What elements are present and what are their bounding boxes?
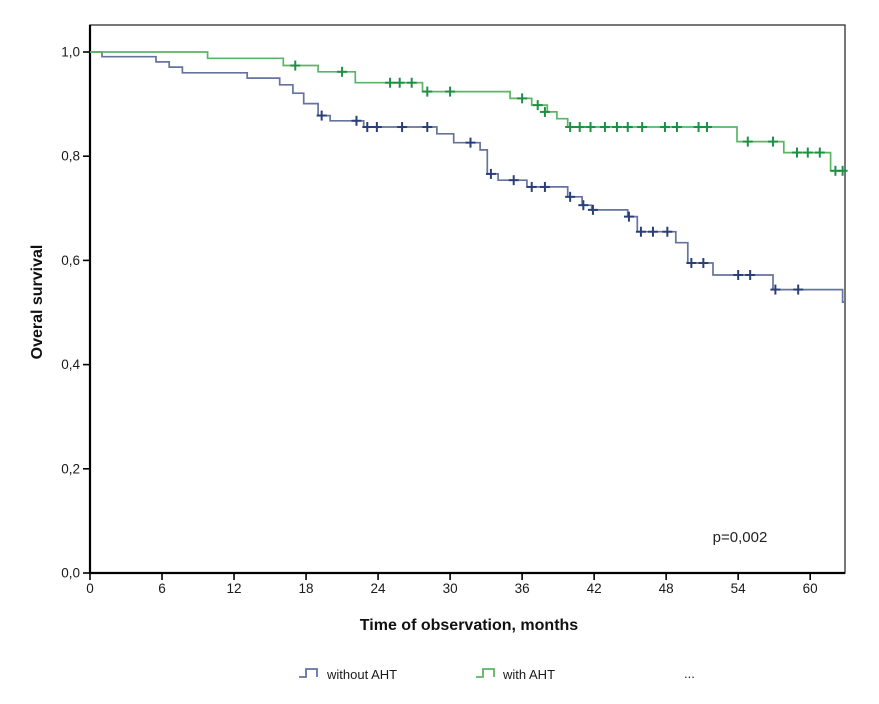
x-tick-label: 36: [515, 581, 530, 596]
x-tick-label: 30: [443, 581, 458, 596]
survival-curve-with-aht: [90, 51, 845, 172]
y-tick-label: 0,2: [61, 461, 80, 476]
legend-label-without-aht: without AHT: [326, 667, 397, 682]
chart-legend: without AHT with AHT ...: [299, 666, 695, 682]
p-value-annotation: p=0,002: [713, 529, 768, 546]
legend-label-with-aht: with AHT: [502, 667, 555, 682]
y-axis-title: Overal survival: [29, 245, 46, 360]
x-tick-label: 24: [371, 581, 387, 596]
legend-step-icon-with-aht: [476, 668, 495, 678]
y-tick-label: 1,0: [61, 45, 80, 60]
x-tick-label: 54: [731, 581, 747, 596]
x-tick-label: 18: [299, 581, 314, 596]
survival-curves: [90, 51, 848, 303]
censor-marks-without-aht: [316, 110, 804, 295]
x-tick-label: 42: [587, 581, 602, 596]
y-axis-ticks: 0,0 0,2 0,4 0,6 0,8 1,0: [61, 45, 90, 581]
y-tick-label: 0,4: [61, 357, 80, 372]
plot-frame: [89, 24, 846, 574]
x-axis-title: Time of observation, months: [360, 617, 579, 634]
y-tick-label: 0,0: [61, 566, 80, 581]
survival-curve-without-aht: [90, 51, 845, 303]
x-axis-ticks: 0 6 12 18 24 30 36 42 48 54 60: [86, 573, 818, 596]
y-tick-label: 0,8: [61, 149, 80, 164]
censor-marks-with-aht: [290, 60, 848, 176]
x-tick-label: 60: [803, 581, 818, 596]
x-tick-label: 48: [659, 581, 674, 596]
y-tick-label: 0,6: [61, 253, 80, 268]
x-tick-label: 6: [158, 581, 166, 596]
legend-label-extra: ...: [684, 666, 695, 681]
x-tick-label: 12: [227, 581, 242, 596]
legend-step-icon-without-aht: [299, 668, 318, 678]
x-tick-label: 0: [86, 581, 94, 596]
